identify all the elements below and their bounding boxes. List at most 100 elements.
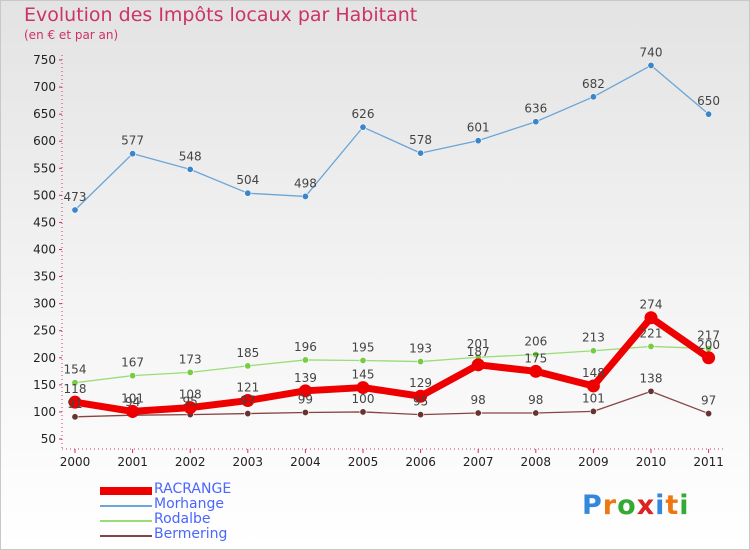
data-point-racrange [356, 381, 370, 395]
series-layer [68, 61, 716, 421]
legend-label: RACRANGE [154, 481, 232, 497]
data-label-morhange: 636 [524, 102, 547, 116]
data-point-bermering [532, 409, 540, 417]
data-label-rodalbe: 193 [409, 342, 432, 356]
y-tick-label: 300 [33, 297, 56, 311]
legend-label: Bermering [154, 526, 228, 542]
logo-letter: t [665, 490, 680, 521]
data-point-racrange [298, 384, 312, 398]
logo-letter: P [582, 490, 603, 521]
series-line-racrange [71, 314, 713, 415]
data-point-bermering [244, 410, 252, 418]
data-label-rodalbe: 173 [179, 352, 202, 366]
data-point-morhange [129, 150, 137, 158]
data-label-morhange: 548 [179, 149, 202, 163]
data-label-racrange: 187 [467, 345, 490, 359]
data-point-racrange [529, 364, 543, 378]
x-tick-label: 2000 [60, 455, 91, 469]
data-point-morhange [474, 137, 482, 145]
y-tick-label: 400 [33, 243, 56, 257]
legend-label: Rodalbe [154, 511, 211, 527]
data-point-morhange [705, 110, 713, 118]
x-tick-label: 2007 [463, 455, 494, 469]
y-tick-label: 700 [33, 80, 56, 94]
chart-subtitle: (en € et par an) [24, 28, 119, 42]
data-label-rodalbe: 217 [697, 329, 720, 343]
data-label-racrange: 121 [236, 381, 259, 395]
data-label-racrange: 274 [640, 298, 663, 312]
x-tick-label: 2009 [578, 455, 609, 469]
data-point-morhange [244, 189, 252, 197]
series-line-bermering [74, 390, 710, 418]
data-label-morhange: 473 [64, 190, 87, 204]
data-label-racrange: 129 [409, 376, 432, 390]
x-tick-label: 2001 [117, 455, 148, 469]
data-point-morhange [417, 149, 425, 157]
data-point-racrange [183, 401, 197, 415]
data-point-rodalbe [359, 356, 367, 364]
data-label-racrange: 108 [179, 388, 202, 402]
series-line-rodalbe [74, 345, 710, 384]
data-point-bermering [705, 410, 713, 418]
data-point-bermering [71, 413, 79, 421]
data-point-rodalbe [186, 368, 194, 376]
data-point-racrange [702, 351, 716, 365]
data-point-racrange [414, 389, 428, 403]
y-tick-label: 100 [33, 405, 56, 419]
data-point-racrange [241, 394, 255, 408]
data-label-bermering: 95 [413, 395, 428, 409]
data-label-bermering: 99 [298, 392, 313, 406]
data-point-bermering [359, 408, 367, 416]
data-point-bermering [417, 411, 425, 419]
data-point-morhange [589, 93, 597, 101]
data-label-morhange: 504 [236, 173, 259, 187]
data-label-bermering: 97 [240, 394, 255, 408]
data-point-racrange [644, 311, 658, 325]
data-point-morhange [186, 165, 194, 173]
data-label-bermering: 100 [352, 392, 375, 406]
data-point-rodalbe [417, 358, 425, 366]
data-label-bermering: 138 [640, 371, 663, 385]
x-tick-label: 2008 [521, 455, 552, 469]
axes: 50 100 150 200 250 300 350 400 450 500 550 600 650 70… [33, 53, 725, 469]
data-point-morhange [71, 206, 79, 214]
y-tick-label: 350 [33, 270, 56, 284]
data-label-rodalbe: 201 [467, 337, 490, 351]
data-label-morhange: 498 [294, 176, 317, 190]
data-label-rodalbe: 206 [524, 335, 547, 349]
y-tick-label: 150 [33, 378, 56, 392]
data-point-rodalbe [589, 347, 597, 355]
data-point-rodalbe [301, 356, 309, 364]
data-point-rodalbe [244, 362, 252, 370]
data-label-rodalbe: 195 [352, 340, 375, 354]
data-label-rodalbe: 167 [121, 356, 144, 370]
data-label-racrange: 118 [64, 382, 87, 396]
data-label-bermering: 91 [67, 397, 82, 411]
data-point-morhange [647, 61, 655, 69]
data-label-morhange: 578 [409, 133, 432, 147]
data-point-racrange [586, 379, 600, 393]
data-point-racrange [68, 395, 82, 409]
logo-letter: i [655, 490, 666, 521]
data-label-rodalbe: 154 [64, 363, 87, 377]
data-label-racrange: 145 [352, 368, 375, 382]
logo-letter: o [617, 490, 637, 521]
logo-letter: x [636, 490, 656, 521]
data-label-morhange: 601 [467, 121, 490, 135]
data-point-racrange [126, 404, 140, 418]
y-tick-label: 450 [33, 215, 56, 229]
x-tick-label: 2011 [693, 455, 724, 469]
y-tick-label: 550 [33, 161, 56, 175]
legend-swatch [100, 520, 152, 522]
data-point-racrange [471, 358, 485, 372]
data-label-racrange: 148 [582, 366, 605, 380]
data-point-rodalbe [532, 351, 540, 359]
data-label-rodalbe: 196 [294, 340, 317, 354]
data-point-bermering [647, 387, 655, 395]
data-label-racrange: 175 [524, 351, 547, 365]
x-tick-label: 2010 [636, 455, 667, 469]
legend-swatch [100, 535, 152, 537]
data-label-racrange: 101 [121, 391, 144, 405]
series-line-morhange [74, 64, 710, 211]
